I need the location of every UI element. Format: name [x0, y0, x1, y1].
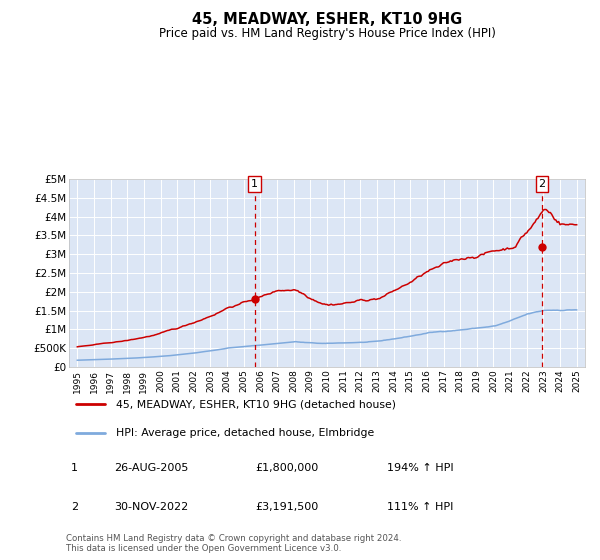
Text: 30-NOV-2022: 30-NOV-2022: [114, 502, 188, 512]
Text: 2: 2: [538, 179, 545, 189]
Text: Price paid vs. HM Land Registry's House Price Index (HPI): Price paid vs. HM Land Registry's House …: [158, 27, 496, 40]
Text: £3,191,500: £3,191,500: [255, 502, 318, 512]
Text: 111% ↑ HPI: 111% ↑ HPI: [387, 502, 454, 512]
Text: 26-AUG-2005: 26-AUG-2005: [114, 463, 188, 473]
Text: 1: 1: [71, 463, 78, 473]
Text: Contains HM Land Registry data © Crown copyright and database right 2024.
This d: Contains HM Land Registry data © Crown c…: [66, 534, 401, 553]
Text: 45, MEADWAY, ESHER, KT10 9HG (detached house): 45, MEADWAY, ESHER, KT10 9HG (detached h…: [116, 399, 396, 409]
Text: 1: 1: [251, 179, 258, 189]
Text: £1,800,000: £1,800,000: [255, 463, 318, 473]
Text: 2: 2: [71, 502, 78, 512]
Text: 194% ↑ HPI: 194% ↑ HPI: [387, 463, 454, 473]
Text: 45, MEADWAY, ESHER, KT10 9HG: 45, MEADWAY, ESHER, KT10 9HG: [192, 12, 462, 27]
Text: HPI: Average price, detached house, Elmbridge: HPI: Average price, detached house, Elmb…: [116, 428, 374, 438]
